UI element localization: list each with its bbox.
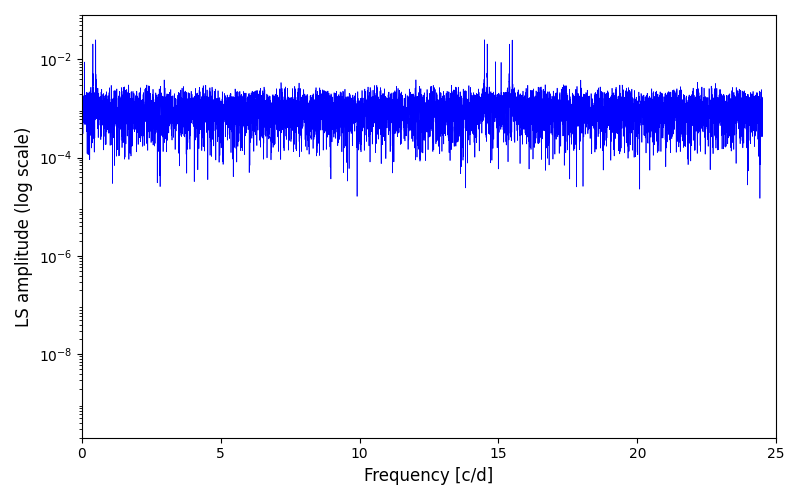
- X-axis label: Frequency [c/d]: Frequency [c/d]: [364, 467, 494, 485]
- Y-axis label: LS amplitude (log scale): LS amplitude (log scale): [15, 126, 33, 326]
